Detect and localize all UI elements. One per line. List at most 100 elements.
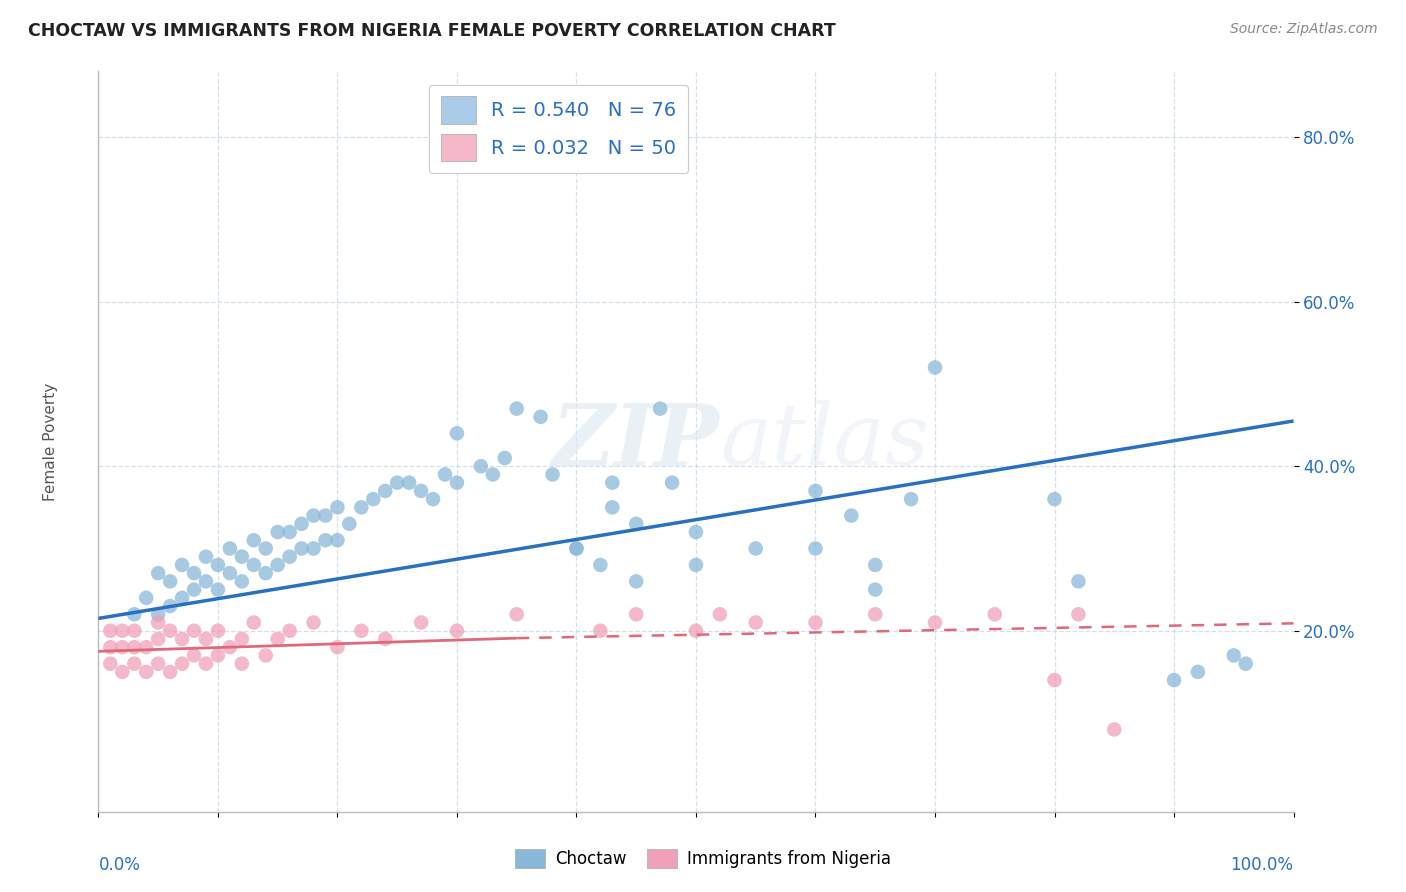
- Point: [231, 632, 253, 646]
- Point: [148, 566, 170, 581]
- Point: [685, 624, 707, 638]
- Point: [589, 558, 612, 572]
- Point: [506, 401, 529, 416]
- Point: [1234, 657, 1257, 671]
- Point: [135, 591, 157, 605]
- Point: [124, 657, 146, 671]
- Point: [183, 582, 205, 597]
- Point: [685, 558, 707, 572]
- Text: atlas: atlas: [720, 401, 929, 483]
- Point: [148, 607, 170, 622]
- Point: [243, 533, 266, 548]
- Point: [709, 607, 731, 622]
- Point: [363, 492, 385, 507]
- Point: [159, 665, 181, 679]
- Text: 100.0%: 100.0%: [1230, 856, 1294, 874]
- Text: ZIP: ZIP: [553, 400, 720, 483]
- Point: [207, 558, 229, 572]
- Point: [98, 640, 122, 655]
- Point: [172, 632, 194, 646]
- Point: [865, 582, 887, 597]
- Point: [648, 401, 672, 416]
- Point: [326, 533, 349, 548]
- Point: [984, 607, 1007, 622]
- Point: [865, 607, 887, 622]
- Point: [135, 640, 157, 655]
- Point: [626, 516, 648, 531]
- Point: [411, 483, 433, 498]
- Point: [339, 516, 361, 531]
- Point: [183, 566, 205, 581]
- Point: [231, 549, 253, 564]
- Point: [98, 657, 122, 671]
- Point: [219, 541, 242, 556]
- Legend: Choctaw, Immigrants from Nigeria: Choctaw, Immigrants from Nigeria: [509, 842, 897, 875]
- Point: [124, 624, 146, 638]
- Point: [530, 409, 553, 424]
- Point: [111, 665, 134, 679]
- Point: [434, 467, 457, 482]
- Point: [565, 541, 588, 556]
- Point: [589, 624, 612, 638]
- Point: [661, 475, 683, 490]
- Point: [278, 549, 301, 564]
- Point: [219, 640, 242, 655]
- Point: [135, 665, 157, 679]
- Point: [481, 467, 505, 482]
- Point: [315, 533, 337, 548]
- Point: [148, 615, 170, 630]
- Point: [602, 475, 624, 490]
- Point: [111, 640, 134, 655]
- Point: [841, 508, 863, 523]
- Point: [626, 607, 648, 622]
- Point: [172, 657, 194, 671]
- Text: Source: ZipAtlas.com: Source: ZipAtlas.com: [1230, 22, 1378, 37]
- Point: [446, 624, 468, 638]
- Point: [254, 566, 277, 581]
- Point: [172, 591, 194, 605]
- Point: [374, 483, 396, 498]
- Point: [195, 549, 218, 564]
- Point: [302, 508, 325, 523]
- Point: [398, 475, 420, 490]
- Point: [243, 558, 266, 572]
- Point: [924, 360, 946, 375]
- Text: CHOCTAW VS IMMIGRANTS FROM NIGERIA FEMALE POVERTY CORRELATION CHART: CHOCTAW VS IMMIGRANTS FROM NIGERIA FEMAL…: [28, 22, 837, 40]
- Point: [326, 640, 349, 655]
- Point: [804, 541, 827, 556]
- Point: [900, 492, 922, 507]
- Point: [865, 558, 887, 572]
- Point: [506, 607, 529, 622]
- Text: Female Poverty: Female Poverty: [44, 383, 58, 500]
- Point: [302, 615, 325, 630]
- Point: [148, 632, 170, 646]
- Point: [148, 657, 170, 671]
- Point: [195, 632, 218, 646]
- Point: [207, 624, 229, 638]
- Point: [422, 492, 444, 507]
- Point: [411, 615, 433, 630]
- Point: [804, 615, 827, 630]
- Point: [602, 500, 624, 515]
- Point: [159, 574, 181, 589]
- Point: [374, 632, 396, 646]
- Point: [195, 574, 218, 589]
- Point: [207, 648, 229, 663]
- Point: [291, 516, 314, 531]
- Point: [278, 524, 301, 539]
- Point: [183, 648, 205, 663]
- Legend: R = 0.540   N = 76, R = 0.032   N = 50: R = 0.540 N = 76, R = 0.032 N = 50: [429, 85, 688, 173]
- Point: [446, 426, 468, 441]
- Point: [804, 483, 827, 498]
- Point: [350, 624, 373, 638]
- Point: [446, 475, 468, 490]
- Point: [385, 475, 409, 490]
- Point: [231, 657, 253, 671]
- Point: [350, 500, 373, 515]
- Point: [172, 558, 194, 572]
- Point: [302, 541, 325, 556]
- Point: [685, 524, 707, 539]
- Point: [494, 450, 516, 465]
- Text: 0.0%: 0.0%: [98, 856, 141, 874]
- Point: [111, 624, 134, 638]
